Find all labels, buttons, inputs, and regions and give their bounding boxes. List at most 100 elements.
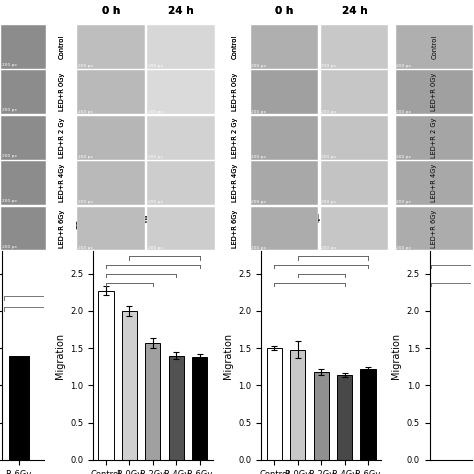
Text: 200 px: 200 px xyxy=(251,155,266,159)
Text: 200 px: 200 px xyxy=(78,201,93,204)
Text: LED+R 4Gy: LED+R 4Gy xyxy=(232,164,238,202)
Text: 200 px: 200 px xyxy=(148,201,163,204)
Text: C: C xyxy=(237,220,246,233)
Text: LED+R 0Gy: LED+R 0Gy xyxy=(59,73,64,111)
Bar xyxy=(221,0,249,251)
Text: 200 px: 200 px xyxy=(148,246,163,250)
Text: 200 px: 200 px xyxy=(148,155,163,159)
Text: LED+R 6Gy: LED+R 6Gy xyxy=(232,210,238,247)
Text: LED+R 6Gy: LED+R 6Gy xyxy=(59,210,64,247)
Text: LED+R 6Gy: LED+R 6Gy xyxy=(59,210,64,247)
Text: 200 px: 200 px xyxy=(251,246,266,250)
Text: 0 h: 0 h xyxy=(102,6,120,16)
Text: LED+R 2 Gy: LED+R 2 Gy xyxy=(431,118,437,158)
Text: Control: Control xyxy=(232,35,238,59)
Text: LED+R 2 Gy: LED+R 2 Gy xyxy=(232,118,238,158)
Bar xyxy=(396,70,473,114)
Bar xyxy=(290,349,305,460)
Text: 200 px: 200 px xyxy=(396,109,411,114)
Bar xyxy=(396,207,473,250)
Bar xyxy=(99,291,114,460)
Bar xyxy=(396,161,473,205)
Text: 200 px: 200 px xyxy=(396,201,411,204)
Bar xyxy=(1,25,46,69)
Text: 24 h: 24 h xyxy=(168,6,194,16)
Bar xyxy=(321,70,388,114)
Bar xyxy=(77,70,145,114)
Text: LED+R 0Gy: LED+R 0Gy xyxy=(59,73,64,111)
Text: 200 px: 200 px xyxy=(2,108,17,112)
Title: A431: A431 xyxy=(303,213,339,227)
Bar xyxy=(251,25,318,69)
Text: 200 px: 200 px xyxy=(78,64,93,68)
Bar xyxy=(1,116,46,160)
Text: 200 px: 200 px xyxy=(78,155,93,159)
Bar xyxy=(251,70,318,114)
Text: 24 h: 24 h xyxy=(168,6,194,16)
Text: LED+R 4Gy: LED+R 4Gy xyxy=(59,164,64,202)
Text: 200 px: 200 px xyxy=(396,155,411,159)
Y-axis label: Migration: Migration xyxy=(55,332,64,379)
Bar xyxy=(251,207,318,250)
Bar xyxy=(251,161,318,205)
Text: 200 px: 200 px xyxy=(2,154,17,158)
Text: Control: Control xyxy=(232,35,238,59)
Text: 200 px: 200 px xyxy=(396,64,411,68)
Bar xyxy=(77,25,145,69)
Bar xyxy=(9,356,28,460)
Text: 200 px: 200 px xyxy=(251,64,266,68)
Text: LED+R 4Gy: LED+R 4Gy xyxy=(232,164,238,202)
Text: 0 h: 0 h xyxy=(102,6,120,16)
Bar xyxy=(47,0,76,251)
Bar xyxy=(147,161,215,205)
Text: 200 px: 200 px xyxy=(251,201,266,204)
Text: Control: Control xyxy=(431,35,437,59)
Text: 24 h: 24 h xyxy=(342,6,367,16)
Y-axis label: Migration: Migration xyxy=(223,332,233,379)
Text: 200 px: 200 px xyxy=(321,109,337,114)
Bar xyxy=(396,25,473,69)
Bar xyxy=(169,356,184,460)
Text: 200 px: 200 px xyxy=(321,201,337,204)
Bar xyxy=(77,207,145,250)
Bar xyxy=(267,348,282,460)
Text: LED+R 2 Gy: LED+R 2 Gy xyxy=(232,118,238,158)
Bar xyxy=(145,343,161,460)
Bar xyxy=(251,116,318,160)
Title: Cal27: Cal27 xyxy=(133,213,173,227)
Text: 200 px: 200 px xyxy=(2,199,17,203)
Text: LED+R 0Gy: LED+R 0Gy xyxy=(431,73,437,111)
Text: 0 h: 0 h xyxy=(275,6,293,16)
Bar xyxy=(147,116,215,160)
Text: 200 px: 200 px xyxy=(2,63,17,67)
Bar xyxy=(77,161,145,205)
Bar xyxy=(321,161,388,205)
Text: 200 px: 200 px xyxy=(78,246,93,250)
Bar xyxy=(1,161,46,205)
Bar xyxy=(1,70,46,114)
Text: 200 px: 200 px xyxy=(321,155,337,159)
Bar xyxy=(192,357,207,460)
Text: LED+R 0Gy: LED+R 0Gy xyxy=(232,73,238,111)
Text: 200 px: 200 px xyxy=(251,109,266,114)
Bar xyxy=(147,207,215,250)
Text: LED+R 6Gy: LED+R 6Gy xyxy=(232,210,238,247)
Bar xyxy=(147,25,215,69)
Bar xyxy=(396,116,473,160)
Text: LED+R 0Gy: LED+R 0Gy xyxy=(232,73,238,111)
Bar xyxy=(321,207,388,250)
Text: 200 px: 200 px xyxy=(396,246,411,250)
Text: 200 px: 200 px xyxy=(78,109,93,114)
Text: 200 px: 200 px xyxy=(2,245,17,249)
Text: LED+R 2 Gy: LED+R 2 Gy xyxy=(59,118,64,158)
Bar xyxy=(122,311,137,460)
Bar xyxy=(321,25,388,69)
Bar xyxy=(337,375,352,460)
Text: 200 px: 200 px xyxy=(148,109,163,114)
Bar xyxy=(321,116,388,160)
Bar xyxy=(1,207,46,250)
Text: 0 h: 0 h xyxy=(275,6,293,16)
Text: LED+R 4Gy: LED+R 4Gy xyxy=(431,164,437,202)
Bar xyxy=(313,372,329,460)
Text: LED+R 2 Gy: LED+R 2 Gy xyxy=(59,118,64,158)
